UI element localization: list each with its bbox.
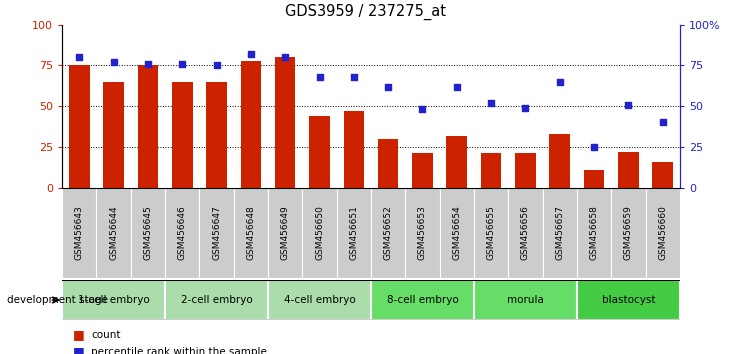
Bar	[412, 153, 433, 188]
Bar	[309, 116, 330, 188]
FancyBboxPatch shape	[371, 280, 474, 320]
FancyBboxPatch shape	[371, 188, 405, 278]
Text: 8-cell embryo: 8-cell embryo	[387, 295, 458, 305]
Point	[348, 74, 360, 80]
FancyBboxPatch shape	[474, 280, 577, 320]
Text: GSM456657: GSM456657	[556, 205, 564, 260]
Bar	[275, 57, 295, 188]
FancyBboxPatch shape	[508, 188, 542, 278]
FancyBboxPatch shape	[200, 188, 234, 278]
Text: GSM456660: GSM456660	[658, 205, 667, 260]
FancyBboxPatch shape	[268, 188, 303, 278]
FancyBboxPatch shape	[405, 188, 439, 278]
FancyBboxPatch shape	[303, 188, 337, 278]
FancyBboxPatch shape	[62, 280, 165, 320]
Point	[382, 84, 394, 90]
Bar	[172, 82, 192, 188]
Point	[657, 120, 669, 125]
FancyBboxPatch shape	[645, 188, 680, 278]
Point	[451, 84, 463, 90]
FancyBboxPatch shape	[577, 188, 611, 278]
Text: 2-cell embryo: 2-cell embryo	[181, 295, 252, 305]
Point	[485, 100, 497, 106]
Text: GSM456648: GSM456648	[246, 205, 255, 260]
Text: GSM456646: GSM456646	[178, 205, 186, 260]
Bar	[515, 153, 536, 188]
Text: count: count	[91, 330, 121, 339]
FancyBboxPatch shape	[234, 188, 268, 278]
FancyBboxPatch shape	[474, 188, 508, 278]
FancyBboxPatch shape	[577, 280, 680, 320]
Point	[73, 55, 85, 60]
FancyBboxPatch shape	[165, 188, 200, 278]
Text: 1-cell embryo: 1-cell embryo	[77, 295, 149, 305]
Text: morula: morula	[507, 295, 544, 305]
FancyBboxPatch shape	[268, 280, 371, 320]
FancyBboxPatch shape	[439, 188, 474, 278]
Bar	[206, 82, 227, 188]
FancyBboxPatch shape	[96, 188, 131, 278]
Point	[279, 55, 291, 60]
Text: GSM456650: GSM456650	[315, 205, 324, 260]
Text: GSM456652: GSM456652	[384, 205, 393, 260]
Text: GSM456651: GSM456651	[349, 205, 358, 260]
Text: GSM456659: GSM456659	[624, 205, 633, 260]
Bar	[481, 153, 501, 188]
Text: GSM456653: GSM456653	[418, 205, 427, 260]
Text: GSM456643: GSM456643	[75, 205, 84, 260]
Point	[142, 61, 154, 67]
FancyBboxPatch shape	[131, 188, 165, 278]
Text: GSM456658: GSM456658	[589, 205, 599, 260]
FancyBboxPatch shape	[165, 280, 268, 320]
Point	[554, 79, 566, 85]
Bar	[550, 134, 570, 188]
Bar	[240, 61, 261, 188]
Text: GSM456645: GSM456645	[143, 205, 153, 260]
FancyBboxPatch shape	[337, 188, 371, 278]
Text: blastocyst: blastocyst	[602, 295, 655, 305]
Point	[623, 102, 635, 107]
Bar	[103, 82, 124, 188]
Point	[588, 144, 600, 150]
Text: 4-cell embryo: 4-cell embryo	[284, 295, 355, 305]
Bar	[344, 111, 364, 188]
Point	[245, 51, 257, 57]
Text: percentile rank within the sample: percentile rank within the sample	[91, 347, 268, 354]
Point	[314, 74, 325, 80]
Point	[211, 63, 222, 68]
Text: GSM456649: GSM456649	[281, 205, 289, 260]
Bar	[447, 136, 467, 188]
Text: ■: ■	[73, 345, 85, 354]
Text: GDS3959 / 237275_at: GDS3959 / 237275_at	[285, 4, 446, 20]
Bar	[378, 139, 398, 188]
Bar	[69, 65, 90, 188]
Point	[417, 107, 428, 112]
FancyBboxPatch shape	[542, 188, 577, 278]
Text: GSM456656: GSM456656	[521, 205, 530, 260]
Text: GSM456644: GSM456644	[109, 205, 118, 260]
FancyBboxPatch shape	[611, 188, 645, 278]
Bar	[584, 170, 605, 188]
Bar	[618, 152, 639, 188]
Bar	[652, 161, 673, 188]
Point	[107, 59, 119, 65]
FancyBboxPatch shape	[62, 188, 96, 278]
Text: development stage: development stage	[7, 295, 108, 305]
Point	[176, 61, 188, 67]
Text: GSM456647: GSM456647	[212, 205, 221, 260]
Text: GSM456654: GSM456654	[452, 205, 461, 260]
Bar	[137, 65, 158, 188]
Point	[520, 105, 531, 111]
Text: ■: ■	[73, 328, 85, 341]
Text: GSM456655: GSM456655	[487, 205, 496, 260]
